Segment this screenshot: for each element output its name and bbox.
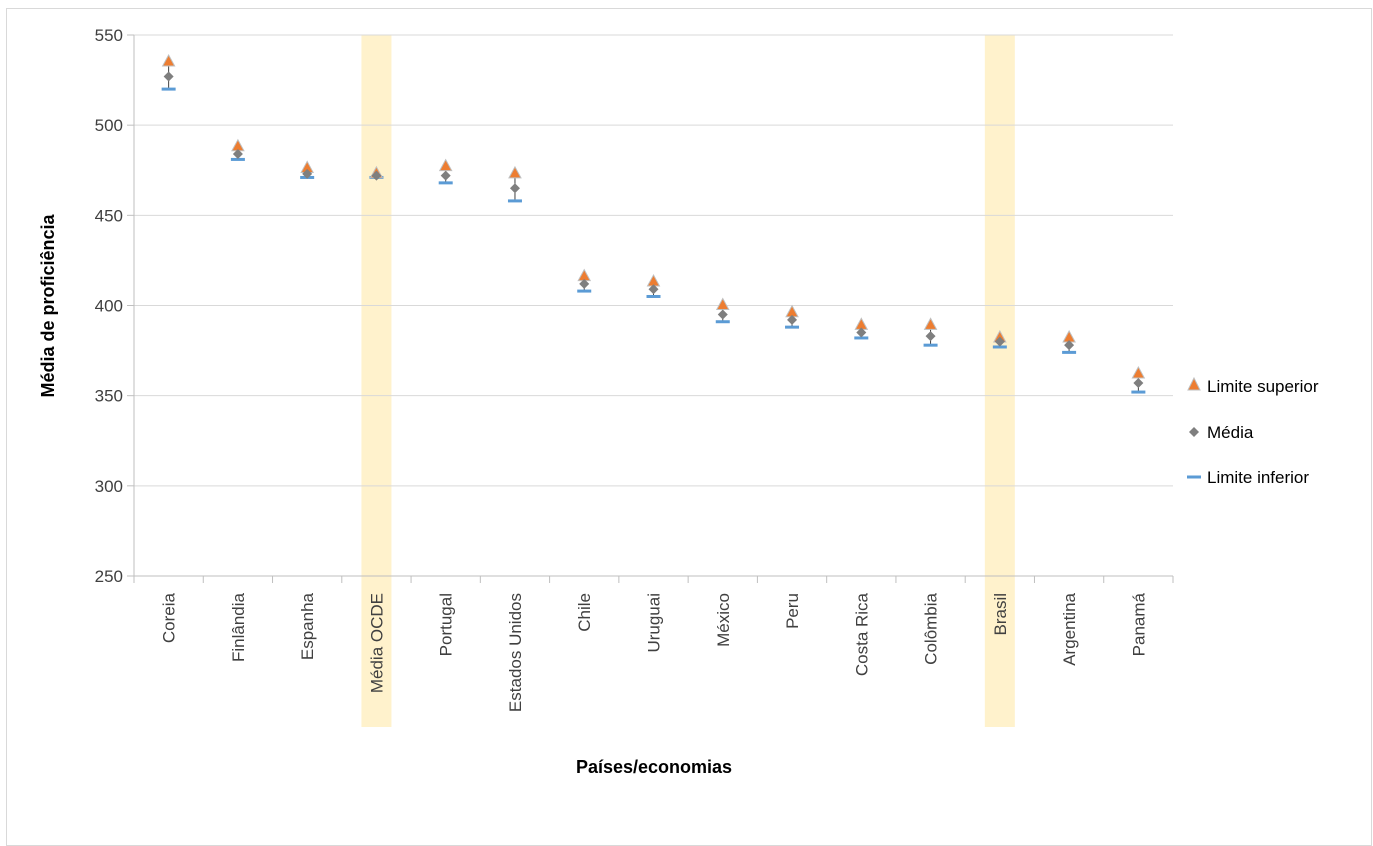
mean-marker <box>994 336 1005 347</box>
legend-triangle-icon <box>1187 376 1201 391</box>
x-tick-label: Estados Unidos <box>506 593 525 712</box>
upper-limit-marker <box>161 54 176 67</box>
x-tick-label: Peru <box>783 593 802 629</box>
mean-marker <box>717 309 728 320</box>
legend-label: Média <box>1207 423 1254 442</box>
mean-marker <box>1133 378 1144 389</box>
upper-limit-marker <box>923 317 938 330</box>
highlight-band <box>984 35 1015 727</box>
mean-marker <box>232 149 243 160</box>
y-tick-label: 550 <box>95 26 123 45</box>
x-tick-label: Portugal <box>437 593 456 656</box>
mean-marker <box>925 331 936 342</box>
highlight-bands <box>361 35 1015 727</box>
x-tick-label: México <box>714 593 733 647</box>
legend-label: Limite superior <box>1207 377 1319 396</box>
mean-marker <box>1064 340 1075 351</box>
legend: Limite superior Média Limite inferior <box>1187 376 1319 487</box>
mean-marker <box>787 314 798 325</box>
x-tick-label: Chile <box>575 593 594 632</box>
x-tick-label: Brasil <box>991 593 1010 636</box>
mean-marker <box>509 183 520 194</box>
y-tick-label: 350 <box>95 387 123 406</box>
x-tick-label: Espanha <box>298 592 317 660</box>
y-axis-title: Média de proficiência <box>38 213 58 397</box>
x-tick-label: Finlândia <box>229 592 248 662</box>
mean-marker <box>163 71 174 82</box>
upper-limit-marker <box>508 165 522 179</box>
mean-marker <box>440 170 451 181</box>
x-tick-label: Argentina <box>1060 592 1079 665</box>
x-tick-label: Média OCDE <box>367 593 386 693</box>
highlight-band <box>361 35 392 727</box>
mean-marker <box>648 284 659 295</box>
gridlines <box>134 34 1173 487</box>
legend-diamond-icon <box>1189 427 1199 437</box>
y-tick-label: 500 <box>95 116 123 135</box>
upper-limit-marker <box>1131 365 1146 379</box>
data-marks <box>161 54 1146 394</box>
y-tick-label: 450 <box>95 206 123 225</box>
y-tick-label: 400 <box>95 297 123 316</box>
y-tick-label: 250 <box>95 567 123 586</box>
x-axis-title: Países/economias <box>576 757 732 777</box>
x-tick-label: Colômbia <box>922 592 941 664</box>
mean-marker <box>579 278 590 289</box>
x-tick-label: Uruguai <box>645 593 664 653</box>
x-tick-label: Panamá <box>1129 592 1148 656</box>
upper-limit-marker <box>438 158 453 172</box>
y-tick-label: 300 <box>95 477 123 496</box>
mean-marker <box>856 327 867 338</box>
mean-marker <box>302 168 313 179</box>
x-tick-label: Coreia <box>160 592 179 643</box>
legend-label: Limite inferior <box>1207 468 1309 487</box>
mean-marker <box>371 170 382 181</box>
x-tick-label: Costa Rica <box>852 592 871 676</box>
upper-limit-marker <box>715 297 730 310</box>
axes: 550 500 450 400 350 300 250 Coreia Finlândia Espa… <box>95 26 1174 712</box>
